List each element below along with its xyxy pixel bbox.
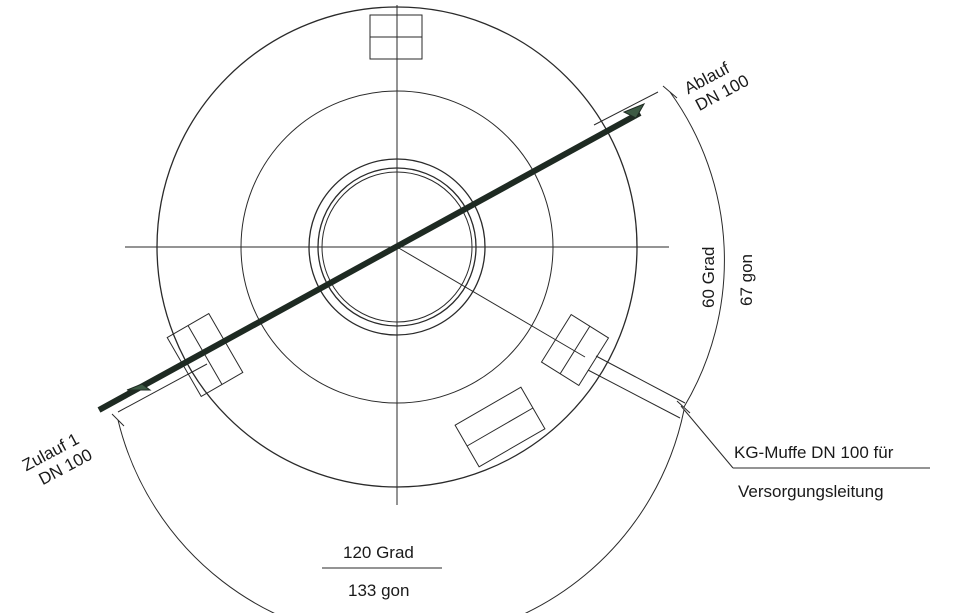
socket-leader-line [680, 405, 734, 469]
radial-line-socket [396, 246, 586, 358]
inlet-pipe-thin-line [117, 363, 208, 413]
dimension-arc-60 [669, 91, 725, 408]
dim-tick-left [111, 413, 125, 427]
angle-bottom-gon-label: 133 gon [348, 581, 409, 600]
angle-bottom-deg-label: 120 Grad [343, 543, 414, 562]
outlet-label: Ablauf DN 100 [681, 58, 752, 114]
outlet-pipe-thin-line [593, 91, 659, 126]
inlet-label: Zulauf 1 DN 100 [19, 429, 95, 489]
angle-right-gon-label: 67 gon [737, 254, 756, 306]
angle-right-deg-label: 60 Grad [699, 247, 718, 308]
socket-label-line1: KG-Muffe DN 100 für [734, 443, 894, 462]
dim-tick-top [662, 85, 678, 99]
socket-box [540, 313, 610, 387]
dim-tick-right [676, 400, 691, 414]
dimension-arc-120 [117, 409, 685, 613]
socket-pipe-line-b [595, 355, 686, 404]
socket-pipe-line-a [587, 369, 681, 419]
outlet-arrow-head [622, 103, 646, 119]
inlet-arrow-head [126, 383, 152, 391]
bottom-access-box [454, 386, 546, 468]
main-pipe-line [97, 110, 642, 413]
socket-label-line2: Versorgungsleitung [738, 482, 884, 501]
